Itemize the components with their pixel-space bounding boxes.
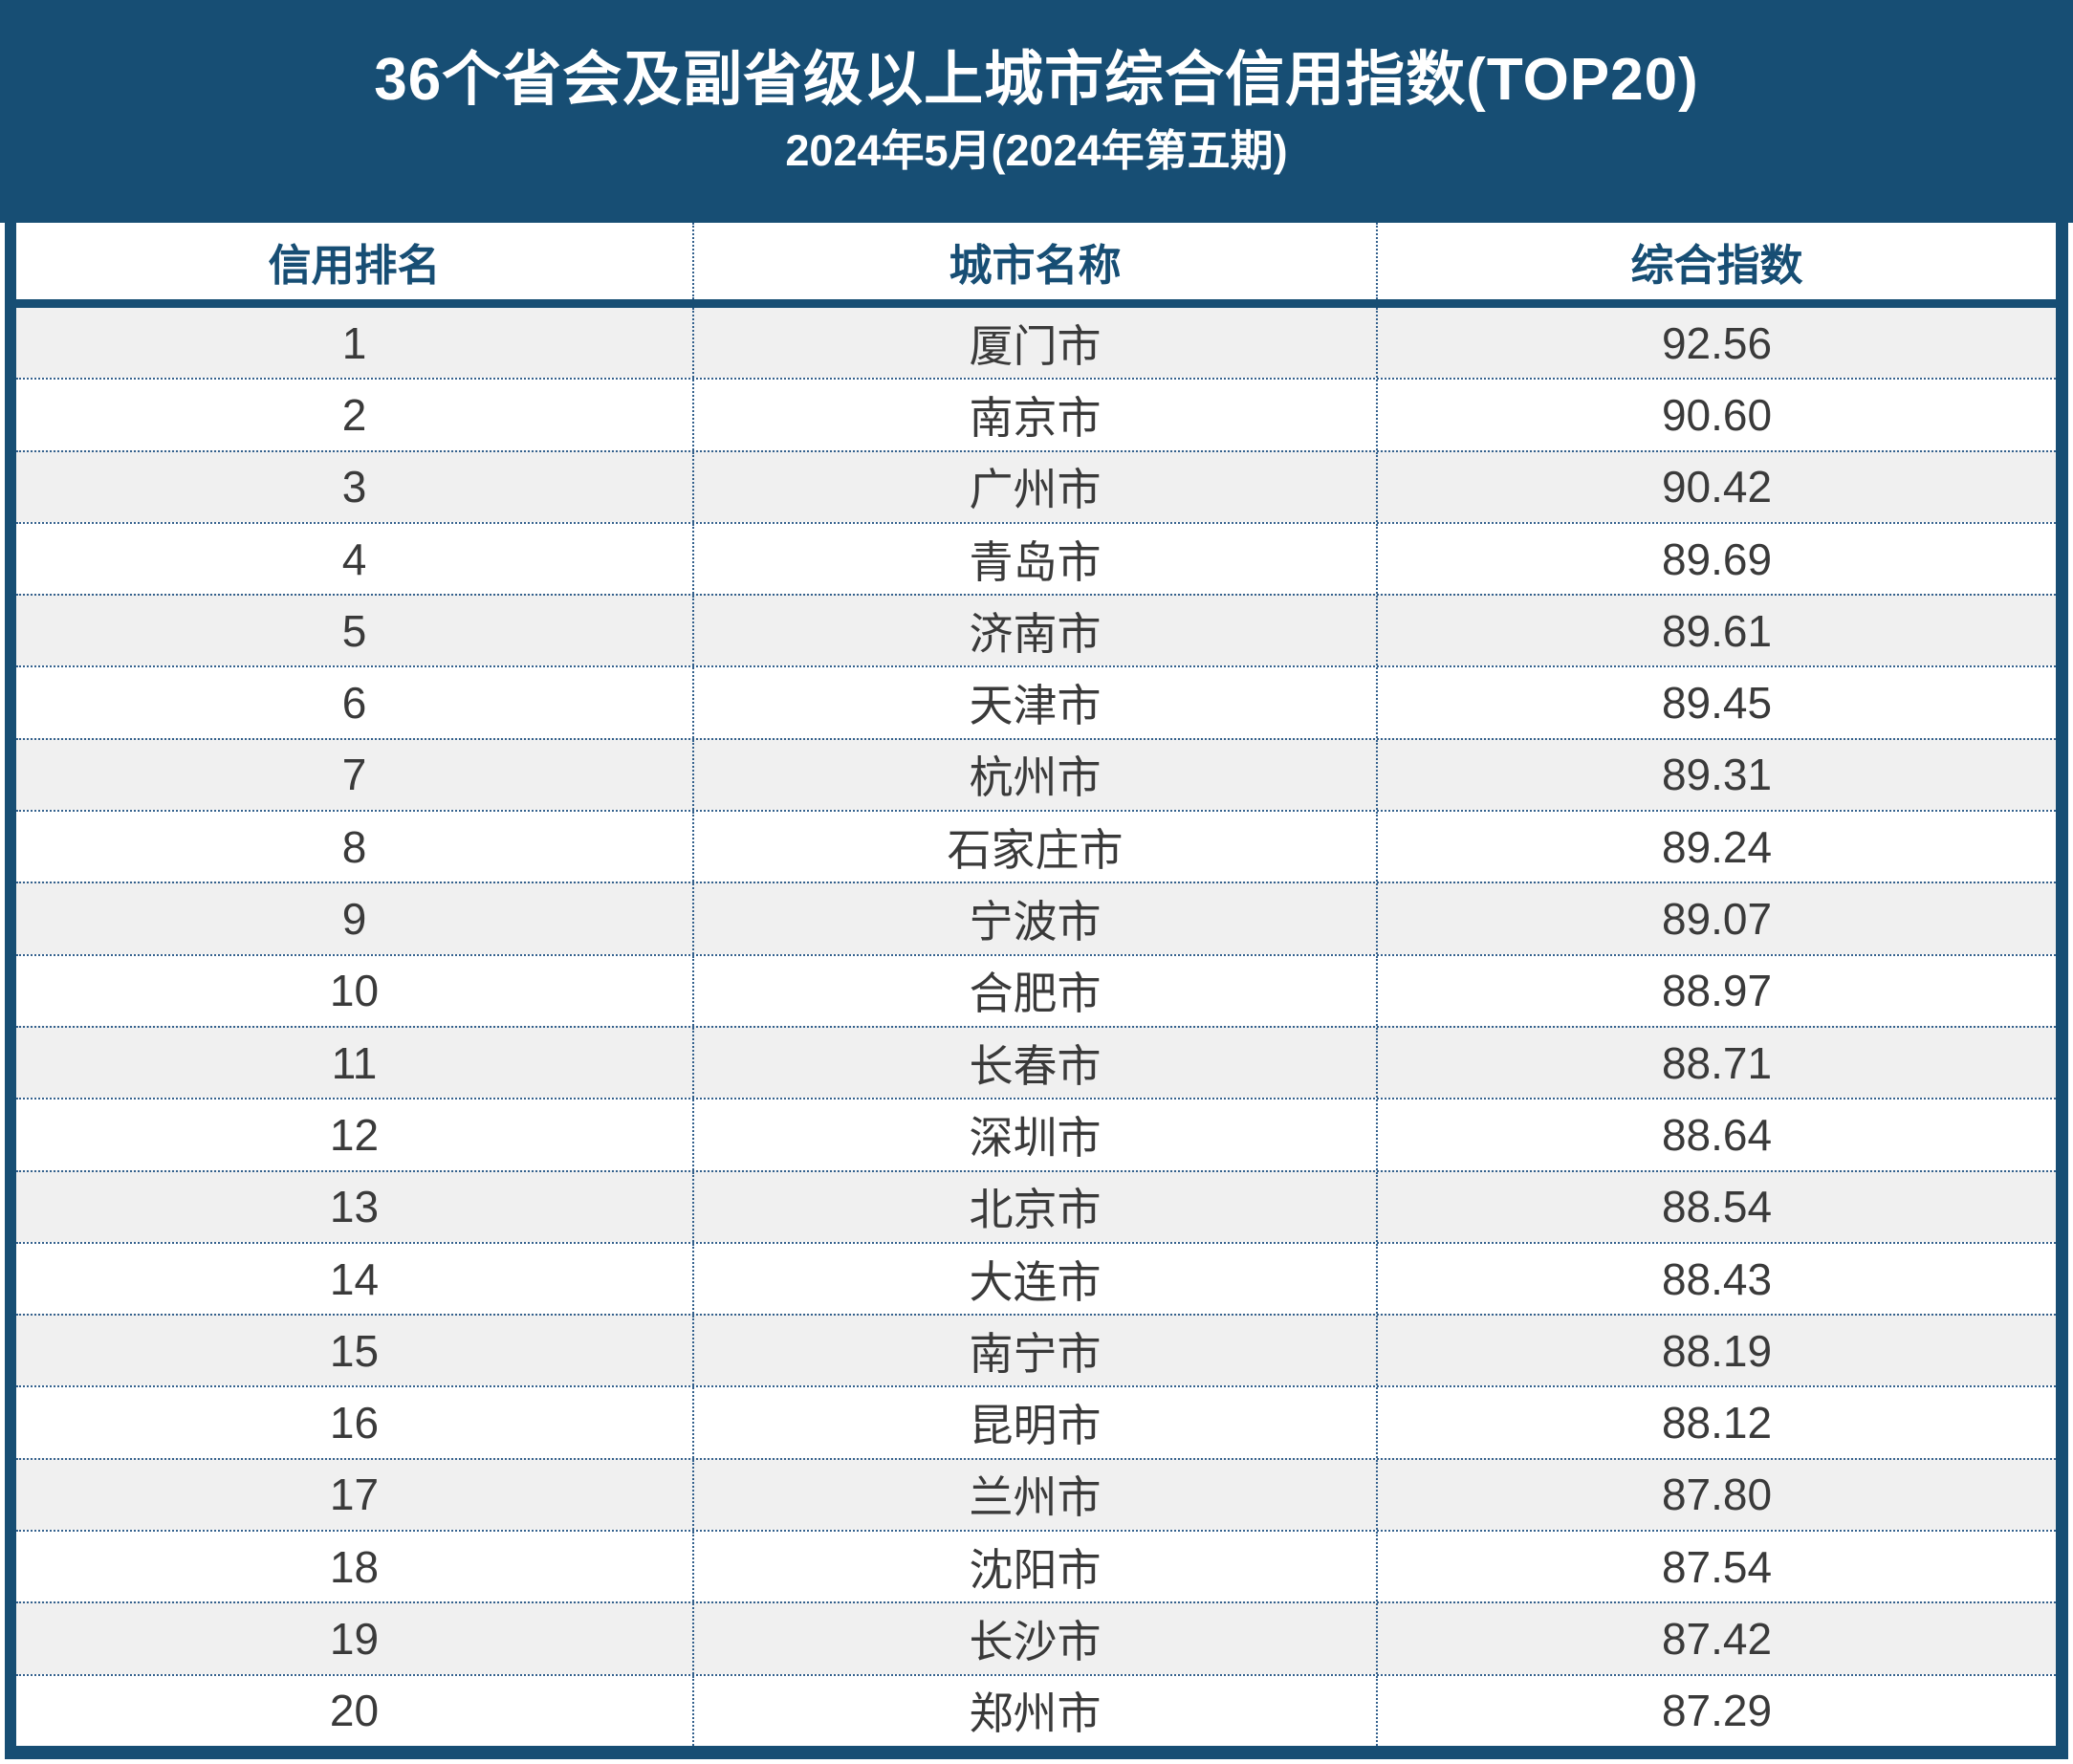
rank-cell: 4: [341, 534, 367, 584]
table-row: 3 广州市 90.42: [16, 449, 2056, 522]
rank-cell: 14: [329, 1253, 380, 1304]
city-cell: 沈阳市: [692, 1532, 1376, 1602]
index-cell: 88.64: [1376, 1100, 2056, 1170]
index-cell: 89.69: [1376, 523, 2056, 595]
city-cell: 兰州市: [692, 1459, 1376, 1531]
city-cell: 石家庄市: [692, 812, 1376, 882]
city-cell: 杭州市: [692, 739, 1376, 811]
rank-cell: 12: [329, 1109, 380, 1160]
rank-cell: 11: [331, 1037, 378, 1088]
rank-cell: 8: [341, 821, 367, 872]
index-cell: 89.31: [1376, 739, 2056, 811]
city-cell: 南宁市: [692, 1316, 1376, 1386]
table-row: 4 青岛市 89.69: [16, 521, 2056, 595]
table-row: 2 南京市 90.60: [16, 378, 2056, 450]
rank-cell: 10: [329, 966, 380, 1016]
index-cell: 87.80: [1376, 1459, 2056, 1531]
table-row: 15 南宁市 88.19: [16, 1314, 2056, 1386]
index-cell: 88.97: [1376, 955, 2056, 1026]
city-cell: 北京市: [692, 1171, 1376, 1242]
table-row: 12 深圳市 88.64: [16, 1098, 2056, 1170]
table-row: 16 昆明市 88.12: [16, 1385, 2056, 1458]
column-header-index: 综合指数: [1376, 223, 2056, 299]
city-cell: 青岛市: [692, 523, 1376, 595]
rank-cell: 19: [329, 1613, 380, 1664]
city-cell: 昆明市: [692, 1387, 1376, 1458]
rank-cell: 1: [341, 317, 367, 368]
index-cell: 89.07: [1376, 883, 2056, 954]
city-cell: 南京市: [692, 380, 1376, 450]
index-cell: 92.56: [1376, 308, 2056, 379]
title-band: 36个省会及副省级以上城市综合信用指数(TOP20) 2024年5月(2024年…: [0, 0, 2073, 223]
table-header-row: 信用排名 城市名称 综合指数: [16, 223, 2056, 308]
city-cell: 天津市: [692, 667, 1376, 738]
table-row: 7 杭州市 89.31: [16, 737, 2056, 811]
city-cell: 深圳市: [692, 1100, 1376, 1170]
rank-cell: 13: [329, 1182, 380, 1232]
index-cell: 87.42: [1376, 1603, 2056, 1674]
ranking-table: 信用排名 城市名称 综合指数 1 厦门市 92.56 2 南京市 90.60 3 广州市 90.…: [5, 223, 2068, 1759]
city-cell: 长春市: [692, 1027, 1376, 1099]
rank-cell: 20: [329, 1686, 380, 1736]
rank-cell: 5: [341, 605, 367, 656]
index-cell: 89.61: [1376, 596, 2056, 666]
index-cell: 88.71: [1376, 1027, 2056, 1099]
table-row: 18 沈阳市 87.54: [16, 1530, 2056, 1602]
table-row: 1 厦门市 92.56: [16, 308, 2056, 379]
rank-cell: 15: [329, 1325, 380, 1376]
index-cell: 89.24: [1376, 812, 2056, 882]
rank-cell: 16: [329, 1398, 380, 1448]
table-row: 13 北京市 88.54: [16, 1169, 2056, 1242]
index-cell: 90.60: [1376, 380, 2056, 450]
index-cell: 89.45: [1376, 667, 2056, 738]
table-row: 17 兰州市 87.80: [16, 1457, 2056, 1531]
table-row: 10 合肥市 88.97: [16, 953, 2056, 1026]
rank-cell: 18: [329, 1541, 380, 1592]
index-cell: 88.19: [1376, 1316, 2056, 1386]
rank-cell: 6: [341, 678, 367, 729]
table-body: 1 厦门市 92.56 2 南京市 90.60 3 广州市 90.42 4 青岛市 89.69 5 济南市…: [16, 308, 2056, 1746]
rank-cell: 9: [341, 894, 367, 945]
rank-cell: 3: [341, 462, 367, 512]
city-cell: 广州市: [692, 451, 1376, 522]
table-row: 11 长春市 88.71: [16, 1025, 2056, 1099]
report-title: 36个省会及副省级以上城市综合信用指数(TOP20): [374, 47, 1699, 113]
rank-cell: 7: [341, 750, 367, 800]
table-row: 14 大连市 88.43: [16, 1241, 2056, 1315]
index-cell: 90.42: [1376, 451, 2056, 522]
index-cell: 87.29: [1376, 1675, 2056, 1746]
rank-cell: 17: [329, 1470, 380, 1520]
report-period: 2024年5月(2024年第五期): [785, 126, 1288, 175]
rank-cell: 2: [341, 389, 367, 440]
city-cell: 宁波市: [692, 883, 1376, 954]
table-row: 9 宁波市 89.07: [16, 882, 2056, 954]
index-cell: 88.12: [1376, 1387, 2056, 1458]
city-cell: 厦门市: [692, 308, 1376, 379]
city-cell: 长沙市: [692, 1603, 1376, 1674]
table-row: 5 济南市 89.61: [16, 594, 2056, 666]
city-cell: 大连市: [692, 1243, 1376, 1315]
table-row: 20 郑州市 87.29: [16, 1673, 2056, 1746]
index-cell: 88.54: [1376, 1171, 2056, 1242]
column-header-rank: 信用排名: [268, 240, 441, 290]
index-cell: 87.54: [1376, 1532, 2056, 1602]
table-row: 8 石家庄市 89.24: [16, 810, 2056, 882]
table-row: 19 长沙市 87.42: [16, 1601, 2056, 1674]
index-cell: 88.43: [1376, 1243, 2056, 1315]
city-cell: 济南市: [692, 596, 1376, 666]
city-cell: 郑州市: [692, 1675, 1376, 1746]
table-row: 6 天津市 89.45: [16, 665, 2056, 738]
city-cell: 合肥市: [692, 955, 1376, 1026]
column-header-city: 城市名称: [692, 223, 1376, 299]
